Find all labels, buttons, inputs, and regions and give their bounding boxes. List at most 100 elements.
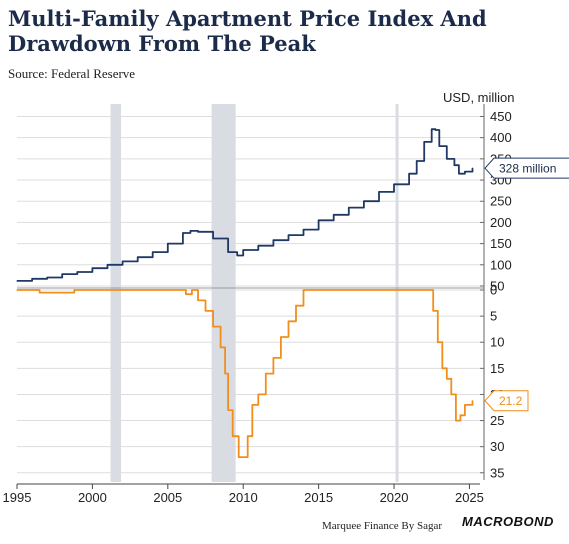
- callout-text: 21.2: [499, 394, 523, 408]
- y-tick-label: 10: [490, 335, 504, 350]
- drawdown-point: [185, 293, 187, 295]
- price-point: [227, 251, 229, 253]
- drawdown-point: [232, 435, 234, 437]
- drawdown-point: [78, 289, 80, 291]
- price-point: [446, 158, 448, 160]
- callout-box: [484, 157, 569, 179]
- price-point: [189, 230, 192, 232]
- drawdown-point: [280, 336, 282, 338]
- y-tick-label: 15: [490, 361, 504, 376]
- drawdown-point: [450, 393, 452, 396]
- price-point: [458, 173, 460, 175]
- drawdown-point: [295, 305, 297, 307]
- y-tick-label: 250: [490, 194, 512, 209]
- y-axis-unit-label: USD, million: [443, 90, 515, 105]
- y-tick-label: 30: [490, 439, 504, 454]
- x-tick-label: 2020: [380, 490, 409, 505]
- drawdown-point: [287, 320, 290, 322]
- price-point: [408, 173, 410, 175]
- axis-layer: 5010015020025030035040045005101520253035…: [3, 104, 512, 505]
- y-tick-label: 5: [490, 309, 497, 324]
- drawdown-point: [16, 289, 18, 291]
- callout-box: [484, 390, 529, 412]
- price-point: [431, 128, 433, 130]
- drawdown-point: [36, 289, 38, 291]
- drawdown-point: [471, 400, 474, 402]
- drawdown-point: [437, 341, 439, 343]
- drawdown-point: [191, 289, 193, 291]
- recession-band: [211, 104, 236, 482]
- recession-band: [110, 104, 122, 482]
- drawdown-point: [219, 346, 222, 349]
- x-tick-label: 2015: [304, 490, 333, 505]
- x-tick-label: 2010: [229, 490, 258, 505]
- drawdown-point: [204, 310, 207, 312]
- price-point: [46, 276, 48, 279]
- footer-credit: Marquee Finance By Sagar: [322, 520, 443, 532]
- price-point: [453, 164, 455, 166]
- price-point: [167, 243, 169, 245]
- y-tick-label: 150: [490, 236, 512, 251]
- x-tick-label: 1995: [3, 490, 32, 505]
- price-point: [272, 239, 274, 241]
- callout-text: 328 million: [499, 162, 556, 176]
- grid-layer: [17, 115, 480, 474]
- drawdown-point: [227, 409, 229, 411]
- last-value-callout-price: 328 million: [484, 157, 569, 179]
- drawdown-point: [242, 456, 244, 458]
- chart-title: Multi-Family Apartment Price Index And D…: [8, 6, 487, 56]
- x-tick-label: 2000: [78, 490, 107, 505]
- last-value-callout-drawdown: 21.2: [484, 390, 529, 412]
- price-point: [91, 267, 94, 269]
- recession-band: [395, 104, 399, 482]
- drawdown-point: [238, 456, 240, 458]
- price-point: [416, 160, 418, 162]
- price-point: [16, 280, 18, 282]
- price-point: [31, 278, 33, 280]
- price-point: [182, 232, 184, 234]
- drawdown-point: [310, 289, 312, 291]
- drawdown-point: [265, 372, 267, 375]
- drawdown-point: [441, 367, 443, 369]
- price-point: [423, 141, 425, 143]
- drawdown-point: [428, 289, 430, 291]
- price-point: [212, 237, 214, 240]
- price-point: [106, 264, 109, 266]
- brand-logo: MACROBOND: [462, 514, 554, 529]
- price-point: [76, 271, 78, 273]
- drawdown-point: [183, 289, 186, 291]
- price-point: [464, 170, 466, 173]
- drawdown-point: [432, 310, 434, 312]
- y-tick-label: 450: [490, 109, 512, 124]
- price-point: [257, 245, 259, 247]
- price-point: [302, 229, 305, 231]
- label-layer: 328 million 21.2: [484, 157, 569, 412]
- price-point: [236, 254, 238, 257]
- drawdown-point: [257, 393, 259, 396]
- price-point: [121, 260, 124, 263]
- drawdown-point: [251, 404, 253, 406]
- price-point: [363, 200, 365, 202]
- y-tick-label: 400: [490, 130, 512, 145]
- drawdown-point: [302, 289, 305, 291]
- price-point: [318, 219, 320, 221]
- price-point: [333, 214, 335, 216]
- drawdown-point: [459, 414, 461, 416]
- drawdown-point: [212, 325, 214, 328]
- price-point: [242, 249, 244, 251]
- recession-shading-layer: [110, 104, 399, 482]
- y-tick-label: 100: [490, 257, 512, 272]
- drawdown-point: [272, 357, 274, 359]
- drawdown-point: [73, 289, 75, 291]
- drawdown-point: [446, 378, 448, 380]
- x-tick-label: 2025: [455, 490, 484, 505]
- drawdown-point: [455, 419, 457, 422]
- series-layer: [16, 128, 474, 458]
- drawdown-point: [247, 435, 249, 437]
- drawdown-point: [197, 299, 199, 302]
- price-point: [378, 191, 380, 193]
- drawdown-point: [39, 292, 41, 294]
- drawdown-series: [17, 289, 474, 458]
- price-point: [434, 129, 437, 131]
